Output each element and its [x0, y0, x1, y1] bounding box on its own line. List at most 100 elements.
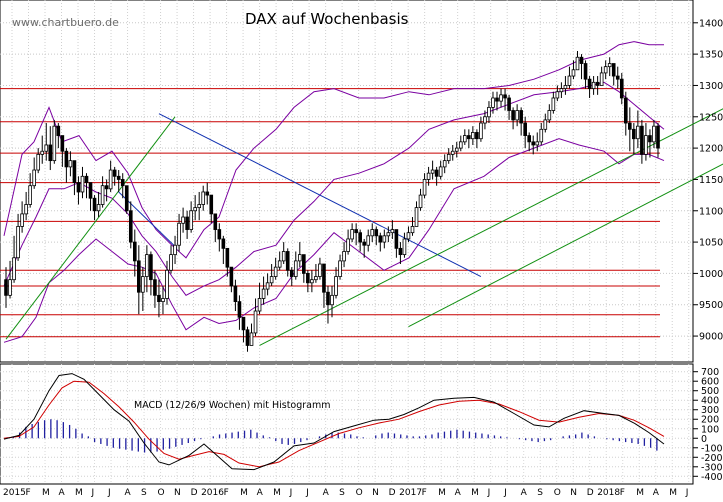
- x-tick-label: J: [487, 488, 491, 498]
- candle-body: [547, 110, 552, 121]
- candle-body: [181, 216, 185, 224]
- macd-panel-frame: [0, 363, 694, 485]
- candle-body: [539, 128, 544, 143]
- candle-body: [378, 235, 383, 243]
- macd-tick-label: 400: [701, 396, 719, 407]
- candle-body: [44, 144, 49, 152]
- candle-body: [293, 260, 298, 277]
- macd-tick-label: 200: [701, 415, 719, 426]
- candle-body: [366, 235, 371, 246]
- macd-tick-label: 500: [701, 386, 719, 397]
- vertical-grid: [11, 0, 690, 484]
- candle-body: [225, 247, 230, 268]
- candle-body: [177, 222, 181, 246]
- candle-body: [326, 291, 330, 306]
- candle-body: [318, 263, 322, 277]
- candle-body: [479, 122, 483, 140]
- y-axis-ticks: 9000 9500 10000 10500 11000 11500 12000 12500 13…: [693, 18, 723, 343]
- candle-body: [4, 279, 8, 296]
- candle-body: [72, 160, 77, 183]
- x-tick-label: O: [554, 488, 561, 498]
- macd-tick-label: 700: [701, 367, 719, 378]
- candle-body: [253, 310, 258, 334]
- x-tick-label: F: [620, 488, 625, 498]
- candle-body: [24, 204, 28, 215]
- candle-body: [414, 207, 419, 227]
- x-tick-label: M: [273, 488, 281, 498]
- macd-line: [3, 373, 665, 471]
- candle-body: [583, 63, 588, 80]
- candle-body: [302, 254, 306, 274]
- candle-body: [241, 316, 246, 331]
- candle-body: [233, 285, 238, 303]
- y-tick-label: 11000: [699, 206, 723, 217]
- candle-body: [281, 251, 286, 262]
- candle-body: [575, 56, 580, 71]
- candle-body: [467, 135, 471, 140]
- macd-tick-label: 600: [701, 377, 719, 388]
- candle-body: [555, 91, 560, 99]
- candle-body: [599, 72, 604, 86]
- y-tick-label: 13500: [699, 50, 723, 61]
- candle-body: [511, 110, 515, 121]
- candle-body: [426, 172, 431, 180]
- candle-body: [334, 276, 338, 296]
- candle-body: [40, 150, 45, 155]
- x-tick-label: O: [356, 488, 363, 498]
- candle-body: [410, 226, 415, 234]
- y-tick-label: 10500: [699, 238, 723, 249]
- y-tick-label: 9000: [699, 332, 723, 343]
- candle-body: [430, 169, 435, 174]
- candle-body: [507, 97, 511, 111]
- candle-body: [636, 125, 640, 140]
- macd-tick-label: -100: [701, 443, 723, 454]
- candle-body: [640, 125, 644, 155]
- x-tick-label: F: [224, 488, 229, 498]
- x-tick-label: J: [685, 488, 689, 498]
- candle-body: [209, 194, 214, 215]
- candle-body: [32, 169, 36, 187]
- candle-body: [314, 276, 318, 281]
- candle-body: [100, 185, 105, 205]
- x-tick-label: M: [669, 488, 677, 498]
- candle-body: [261, 288, 266, 299]
- macd-tick-label: 300: [701, 405, 719, 416]
- candle-body: [338, 260, 342, 277]
- x-tick-label: S: [339, 488, 345, 498]
- candle-body: [285, 251, 290, 271]
- x-tick-label: N: [570, 488, 577, 498]
- macd-histogram: [6, 419, 658, 453]
- candle-body: [289, 269, 294, 277]
- candle-body: [157, 294, 161, 303]
- candle-body: [68, 160, 73, 168]
- candle-body: [499, 94, 503, 102]
- x-axis-ticks: 2015 F M A M J J A S O N D 2016 F M A M J J A S O N D 2017 F M A M J J…: [3, 488, 688, 498]
- candle-body: [531, 141, 536, 146]
- candle-body: [221, 238, 226, 249]
- x-tick-label: 2018: [597, 488, 620, 498]
- candle-body: [80, 175, 85, 193]
- trend-line: [5, 116, 176, 340]
- chart-title: DAX auf Wochenbasis: [245, 10, 409, 28]
- candle-body: [628, 122, 632, 130]
- bollinger-upper: [3, 41, 664, 259]
- candle-body: [458, 141, 463, 149]
- x-tick-label: J: [107, 488, 111, 498]
- macd-signal-line: [3, 380, 665, 468]
- x-tick-label: F: [26, 488, 31, 498]
- watermark: www.chartbuero.de: [12, 16, 119, 29]
- candle-body: [523, 122, 527, 136]
- candle-body: [96, 204, 101, 212]
- candle-body: [197, 204, 201, 209]
- candle-body: [607, 63, 612, 68]
- candle-body: [165, 269, 169, 299]
- candle-body: [265, 282, 270, 290]
- candle-body: [595, 81, 600, 86]
- candle-body: [487, 106, 491, 118]
- candle-body: [402, 238, 407, 256]
- x-tick-label: J: [289, 488, 293, 498]
- candle-body: [386, 232, 391, 237]
- candle-body: [527, 135, 532, 143]
